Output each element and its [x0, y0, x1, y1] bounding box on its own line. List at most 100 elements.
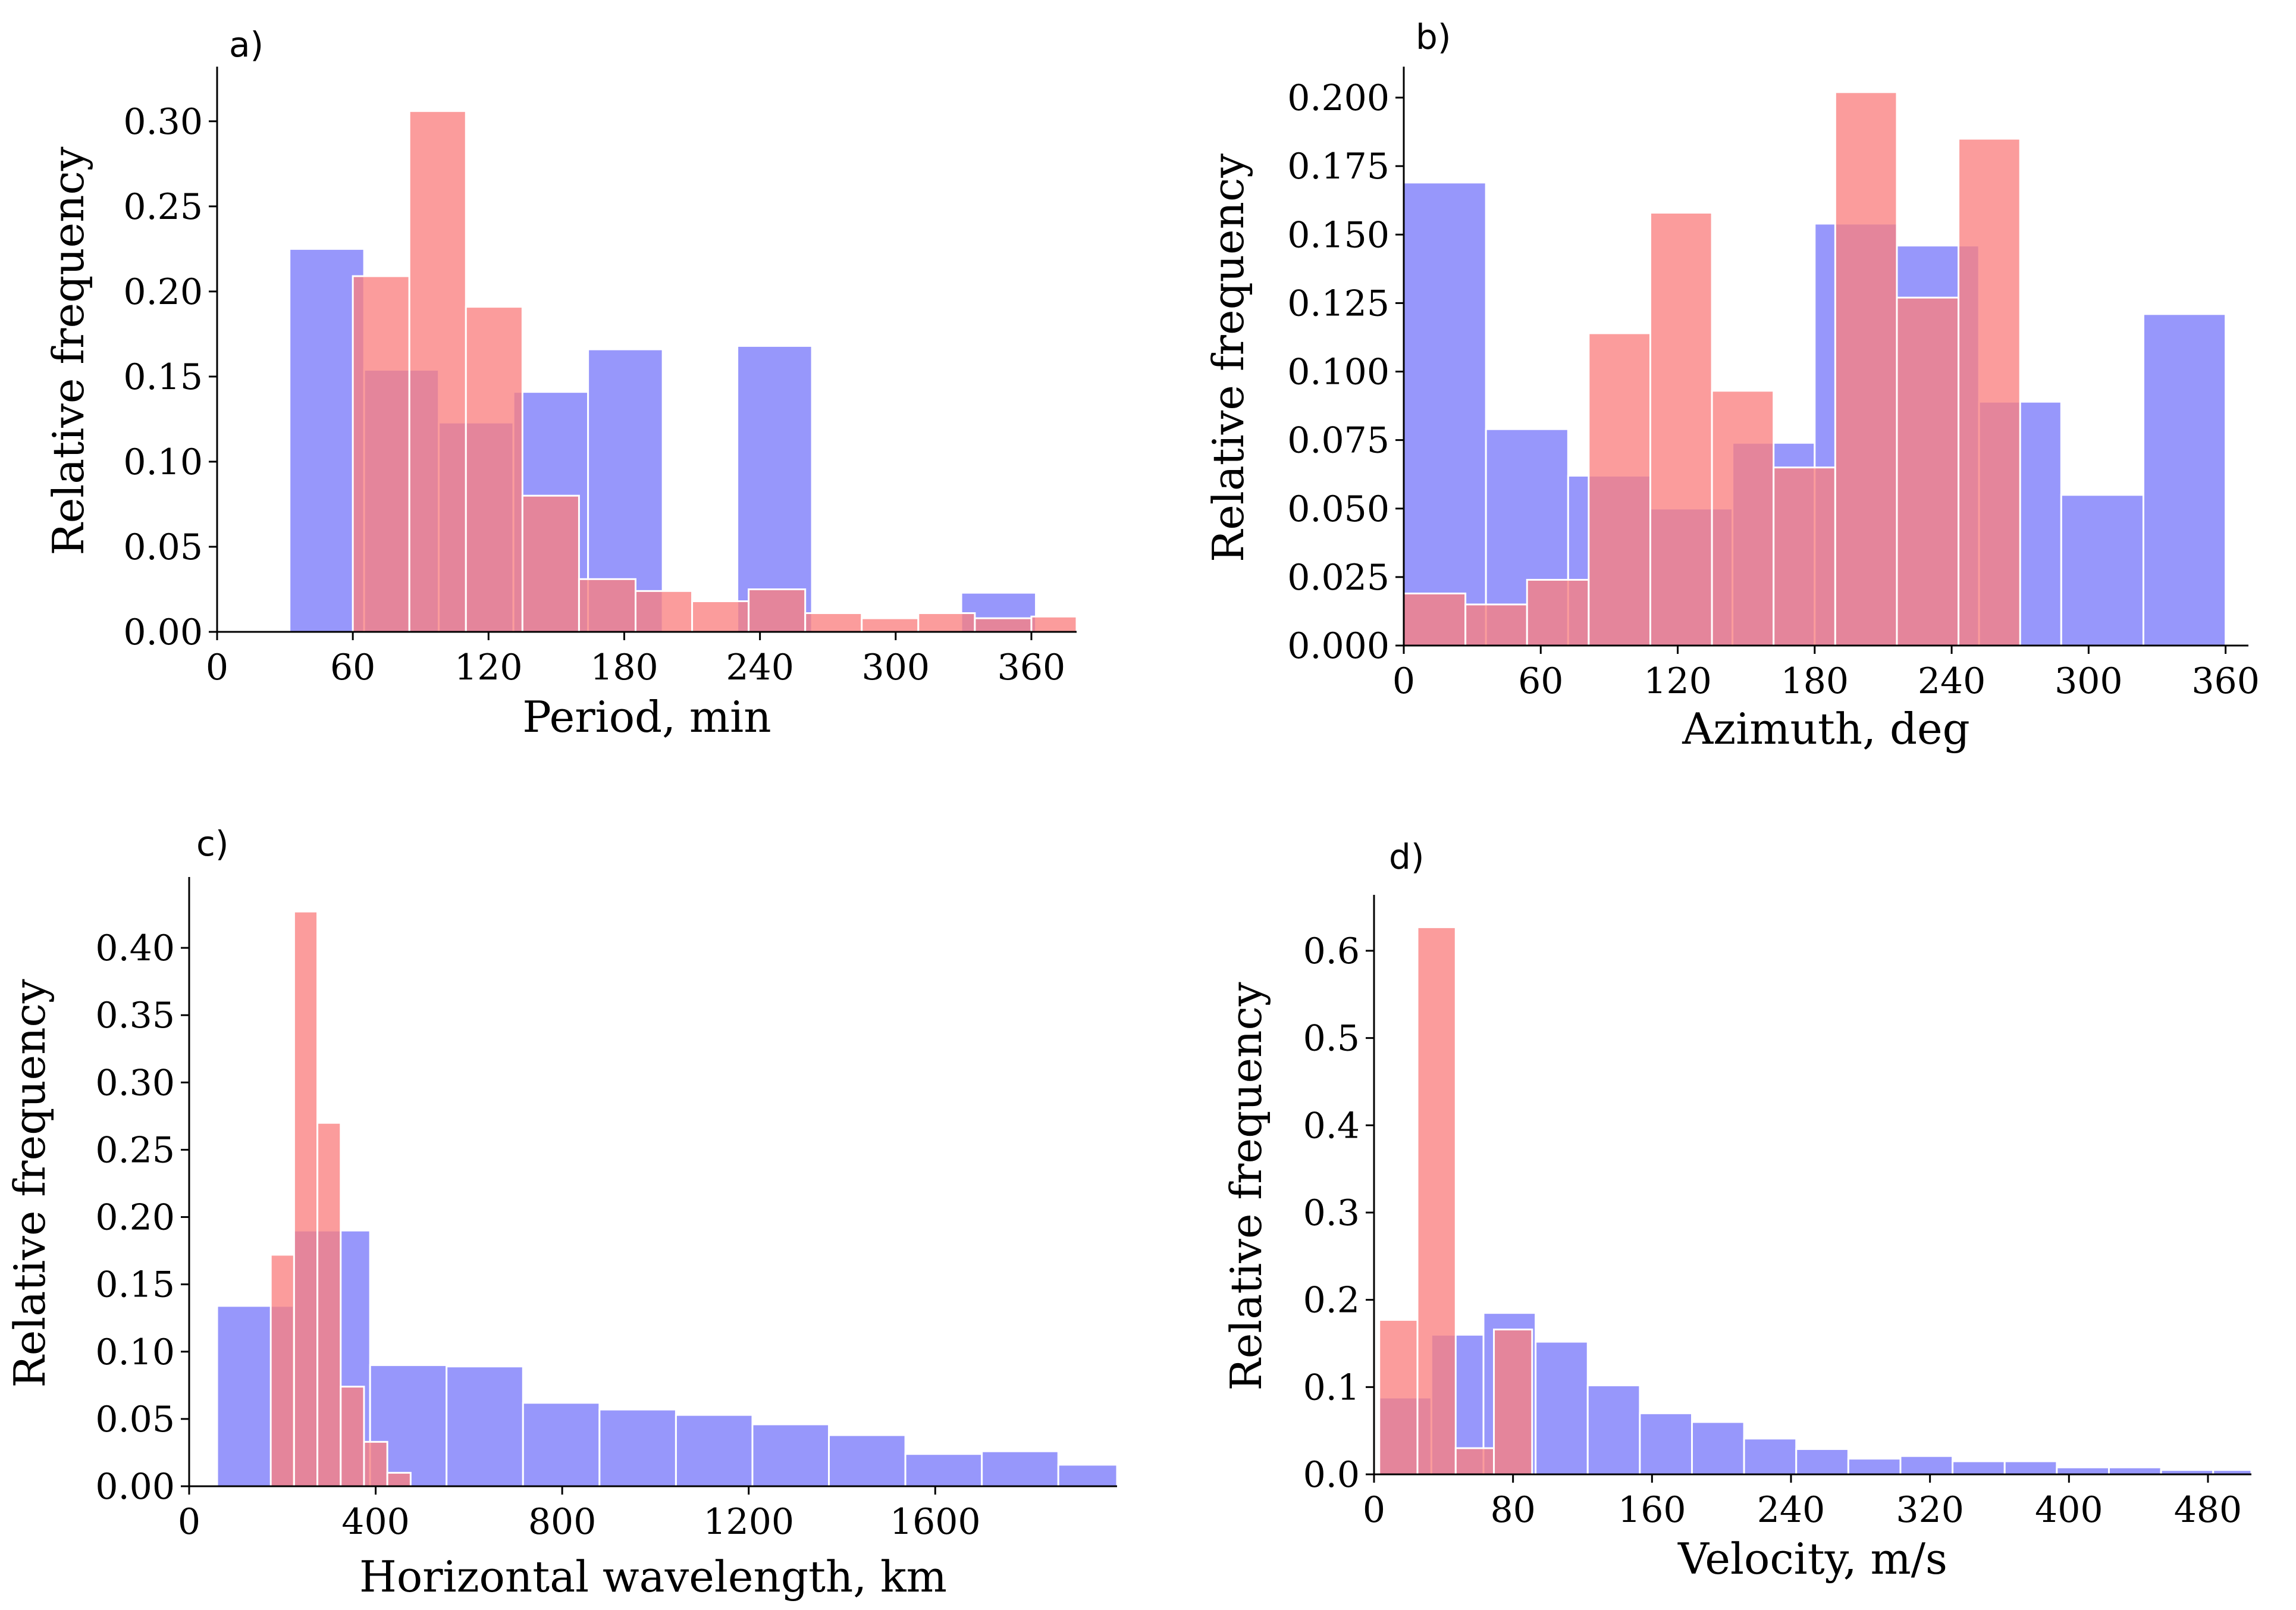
red-bar-7: [748, 588, 807, 633]
y-tick-label: 0.00: [95, 1466, 175, 1508]
y-tick-label: 0.30: [95, 1062, 175, 1104]
red-bar-1: [1464, 603, 1528, 647]
blue-bar-0: [288, 248, 365, 633]
y-tick-label: 0.6: [1303, 931, 1360, 972]
red-bar-3: [521, 494, 580, 633]
panel-label: c): [196, 823, 229, 864]
blue-bar-4: [522, 1402, 601, 1487]
x-axis-title: Azimuth, deg: [1682, 704, 1969, 754]
x-tick-label: 1200: [703, 1501, 794, 1543]
y-tick-label: 0.050: [1287, 488, 1389, 530]
y-tick-label: 0.10: [95, 1332, 175, 1373]
red-bar-3: [340, 1386, 365, 1487]
y-tick-label: 0.35: [95, 995, 175, 1036]
red-bar-2: [1526, 578, 1590, 647]
blue-bar-8: [2060, 494, 2144, 647]
y-tick-label: 0.200: [1287, 77, 1389, 119]
red-bar-1: [1416, 926, 1457, 1476]
red-bar-5: [386, 1471, 412, 1487]
blue-bar-7: [1743, 1437, 1798, 1476]
y-tick-label: 0.125: [1287, 283, 1389, 324]
red-bar-5: [1711, 390, 1775, 647]
blue-bar-6: [675, 1414, 754, 1487]
red-bar-0: [352, 275, 410, 633]
x-tick-label: 320: [1896, 1489, 1964, 1531]
blue-bar-6: [736, 344, 813, 633]
y-tick-label: 0.40: [95, 928, 175, 969]
x-tick-label: 480: [2174, 1489, 2242, 1531]
red-bar-9: [861, 617, 920, 633]
x-tick-label: 0: [1363, 1489, 1385, 1531]
red-bar-3: [1588, 332, 1651, 647]
y-tick-label: 0.05: [95, 1399, 175, 1440]
blue-bar-9: [1847, 1458, 1902, 1476]
y-axis-title: Relative frequency: [43, 146, 93, 555]
panel-b: 0 60 120 180 240 300 360 0.000 0.025 0.050 0.075 0.…: [1203, 17, 2260, 754]
x-tick-label: 80: [1490, 1489, 1535, 1531]
blue-bar-8: [1795, 1448, 1849, 1476]
blue-bar-12: [2003, 1460, 2058, 1476]
y-tick-label: 0.00: [123, 612, 203, 653]
red-bar-0: [1378, 1318, 1419, 1476]
x-tick-label: 300: [2055, 660, 2123, 702]
y-tick-label: 0.20: [123, 271, 203, 313]
red-bar-2: [1454, 1447, 1495, 1476]
x-tick-label: 120: [454, 647, 523, 688]
x-tick-label: 240: [1918, 660, 1986, 702]
y-tick-label: 0.15: [123, 356, 203, 398]
y-tick-label: 0.3: [1303, 1192, 1360, 1234]
y-tick-label: 0.30: [123, 101, 203, 143]
x-tick-label: 0: [178, 1501, 200, 1543]
y-tick-label: 0.10: [123, 441, 203, 483]
x-tick-label: 160: [1618, 1489, 1686, 1531]
red-bar-9: [1958, 137, 2021, 647]
y-tick-label: 0.1: [1303, 1367, 1360, 1408]
blue-bar-7: [751, 1423, 830, 1487]
panel-d: 0 80 160 240 320 400 480 0.0 0.1 0.2 0.3 0.4 0.5 0.6 V…: [1221, 837, 2253, 1584]
x-tick-label: 180: [1781, 660, 1849, 702]
y-axis-title: Relative frequency: [1221, 982, 1271, 1390]
red-bar-2: [465, 306, 523, 633]
x-tick-label: 400: [341, 1501, 410, 1543]
y-tick-label: 0.150: [1287, 214, 1389, 256]
y-tick-label: 0.05: [123, 527, 203, 568]
blue-bar-5: [598, 1408, 677, 1487]
red-bar-1: [408, 110, 467, 633]
red-bar-0: [269, 1254, 295, 1487]
x-tick-label: 240: [1757, 1489, 1825, 1531]
panel-label: a): [229, 24, 264, 65]
x-tick-label: 800: [528, 1501, 597, 1543]
x-axis-title: Horizontal wavelength, km: [359, 1552, 947, 1602]
blue-bar-10: [1899, 1455, 1954, 1476]
y-tick-label: 0.15: [95, 1264, 175, 1306]
blue-bar-9: [904, 1453, 983, 1487]
y-tick-label: 0.025: [1287, 557, 1389, 599]
blue-bar-6: [1691, 1421, 1745, 1476]
blue-bar-4: [1586, 1384, 1641, 1476]
blue-bar-3: [446, 1365, 524, 1487]
x-tick-label: 60: [330, 647, 375, 688]
x-tick-label: 60: [1518, 660, 1563, 702]
panel-label: b): [1416, 17, 1451, 57]
red-bar-4: [1649, 211, 1713, 647]
x-tick-label: 360: [2191, 660, 2260, 702]
red-bar-0: [1403, 593, 1467, 647]
red-bar-6: [691, 600, 750, 633]
x-tick-label: 360: [998, 647, 1066, 688]
y-tick-label: 0.25: [123, 186, 203, 228]
blue-bar-0: [1403, 181, 1487, 647]
x-axis-title: Velocity, m/s: [1677, 1534, 1947, 1584]
red-bar-4: [578, 578, 636, 633]
blue-bar-3: [1535, 1340, 1589, 1476]
blue-bar-8: [828, 1434, 907, 1487]
y-tick-label: 0.25: [95, 1129, 175, 1171]
y-tick-label: 0.5: [1303, 1018, 1360, 1060]
blue-bar-5: [1639, 1412, 1693, 1476]
x-tick-label: 0: [206, 647, 228, 688]
x-tick-label: 120: [1643, 660, 1712, 702]
red-bar-1: [293, 910, 319, 1487]
blue-bar-13: [2056, 1466, 2110, 1476]
panel-label: d): [1389, 837, 1424, 877]
red-bar-12: [1030, 615, 1078, 633]
